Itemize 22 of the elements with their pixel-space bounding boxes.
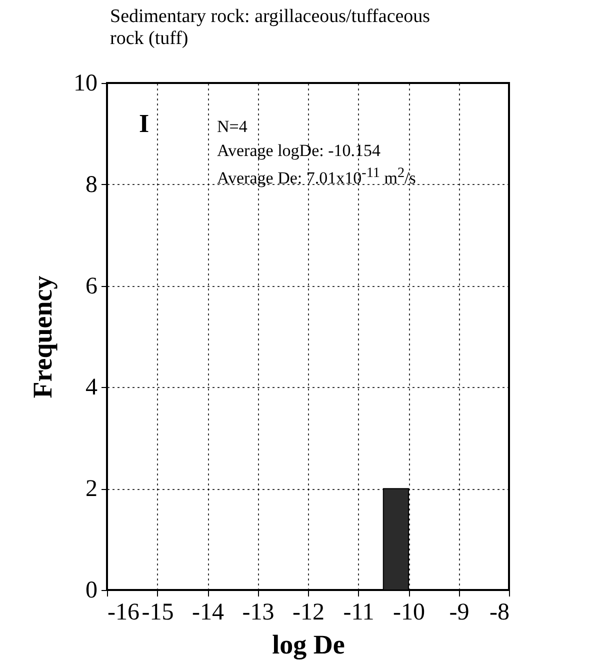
y-tick-label: 6	[86, 273, 98, 300]
y-tick-label: 8	[86, 172, 98, 198]
annotation: Average logDe: -10.154	[217, 141, 380, 161]
chart-title: Sedimentary rock: argillaceous/tuffaceous rock (tuff)	[110, 6, 432, 50]
x-tick-label: -11	[343, 600, 374, 626]
y-axis-title: Frequency	[28, 275, 58, 398]
x-tick-label: -9	[449, 600, 470, 626]
x-tick-label: -8	[490, 600, 510, 626]
x-tick-label: -12	[292, 600, 324, 626]
y-tick-label: 4	[86, 374, 98, 401]
y-tick-label: 0	[86, 578, 98, 604]
x-axis-title: log De	[272, 630, 345, 660]
x-tick-label: -13	[242, 600, 274, 626]
x-tick-label: -14	[192, 600, 224, 626]
annotation: I	[139, 109, 150, 139]
x-tick-label: -15	[142, 600, 174, 626]
x-tick-label: -10	[393, 600, 425, 626]
y-tick-label: 2	[86, 476, 98, 502]
x-tick-label: -16	[108, 600, 140, 626]
annotation: Average De: 7.01x10$^{-11}$ m$^{2}$/s	[217, 165, 416, 189]
annotation: N=4	[217, 117, 248, 137]
y-tick-label: 10	[74, 70, 98, 96]
